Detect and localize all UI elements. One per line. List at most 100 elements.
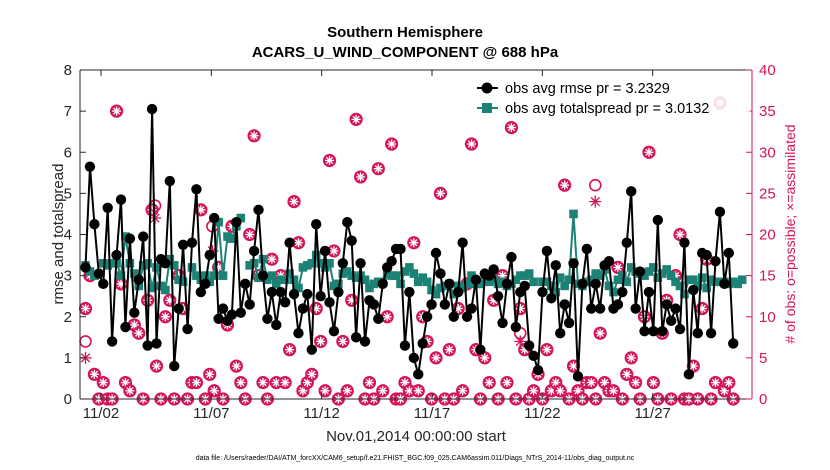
totalspread-point <box>693 281 703 291</box>
obs-point <box>256 375 270 390</box>
obs-point <box>314 334 328 349</box>
rmse-series <box>80 103 739 382</box>
rmse-point <box>426 299 437 310</box>
totalspread-point <box>538 277 547 287</box>
obs-point <box>385 137 399 151</box>
rmse-point <box>519 280 530 292</box>
x-tick-label: 11/17 <box>414 405 450 422</box>
obs-assimilated-marker <box>285 346 294 354</box>
totalspread-point <box>436 283 445 293</box>
obs-assimilated-marker <box>210 387 218 395</box>
obs-assimilated-marker <box>623 370 631 378</box>
rmse-point <box>550 260 561 271</box>
rmse-point <box>248 245 260 257</box>
rmse-point <box>240 278 251 290</box>
totalspread-point <box>103 261 112 270</box>
obs-assimilated-marker <box>90 370 99 378</box>
totalspread-point <box>223 232 232 241</box>
rmse-point <box>302 288 313 300</box>
totalspread-point <box>218 271 228 280</box>
obs-point <box>362 375 377 390</box>
y-tick-label-right: 35 <box>759 103 776 120</box>
obs-assimilated-marker <box>365 378 374 387</box>
rmse-point <box>430 247 442 259</box>
obs-point <box>708 375 723 390</box>
obs-assimilated-marker <box>561 181 569 189</box>
rmse-point <box>683 369 695 380</box>
totalspread-point <box>342 267 352 276</box>
totalspread-point <box>187 263 197 272</box>
obs-point <box>123 384 137 398</box>
rmse-point <box>160 258 171 269</box>
rmse-point <box>488 264 499 275</box>
totalspread-point <box>325 258 334 268</box>
rmse-point <box>89 219 100 230</box>
rmse-point <box>111 249 122 261</box>
rmse-point <box>421 311 433 322</box>
rmse-point <box>661 299 672 310</box>
rmse-point <box>275 286 286 298</box>
totalspread-point <box>365 283 374 293</box>
rmse-point <box>568 258 579 269</box>
totalspread-point <box>285 269 294 278</box>
rmse-point <box>368 299 380 310</box>
obs-assimilated-marker <box>246 230 254 239</box>
rmse-point <box>306 344 317 355</box>
obs-point <box>203 367 217 381</box>
obs-point <box>642 145 656 159</box>
rmse-point <box>665 315 677 327</box>
obs-assimilated-marker <box>698 304 706 313</box>
totalspread-point <box>427 285 436 295</box>
totalspread-point <box>706 275 716 285</box>
legend-box <box>470 76 750 120</box>
obs-assimilated-marker <box>268 255 276 263</box>
rmse-point <box>319 245 331 257</box>
totalspread-point <box>529 277 538 287</box>
obs-point <box>629 375 643 390</box>
obs-point <box>593 326 607 340</box>
rmse-point <box>333 286 344 298</box>
obs-point <box>309 301 323 316</box>
totalspread-point <box>396 279 405 289</box>
totalspread-point <box>524 269 534 278</box>
totalspread-point <box>418 273 427 282</box>
totalspread-point <box>657 269 667 278</box>
rmse-point <box>324 297 335 308</box>
rmse-point <box>417 338 428 349</box>
data-file-footer: data file: /Users/raeder/DAI/ATM_forcXX/… <box>196 455 635 462</box>
totalspread-point <box>165 254 175 264</box>
obs-assimilated-marker <box>689 362 697 370</box>
totalspread-point <box>214 217 223 227</box>
obs-point <box>584 375 598 390</box>
rmse-point <box>457 237 468 248</box>
obs-point <box>87 367 101 381</box>
rmse-point <box>723 247 735 259</box>
totalspread-point <box>138 261 148 270</box>
rmse-point <box>182 323 193 335</box>
obs-assimilated-marker <box>325 156 334 165</box>
totalspread-point <box>618 271 627 280</box>
totalspread-point <box>622 277 632 287</box>
totalspread-point <box>276 275 286 285</box>
x-tick-label: 11/12 <box>303 405 339 422</box>
legend-rmse-label: obs avg rmse pr = 3.2329 <box>505 81 670 97</box>
totalspread-point <box>267 271 277 280</box>
rmse-point <box>106 336 118 347</box>
totalspread-point <box>609 287 618 297</box>
totalspread-point <box>591 269 601 278</box>
totalspread-point <box>595 271 605 280</box>
totalspread-point <box>689 275 698 285</box>
totalspread-point <box>569 209 578 219</box>
y-tick-label-right: 10 <box>759 309 776 326</box>
y-axis-label-right: # of obs: o=possible; ×=assimilated <box>782 124 798 343</box>
y-axis-label-left: rmse and totalspread <box>50 164 67 305</box>
rmse-point <box>355 258 366 269</box>
y-tick-label-right: 40 <box>759 62 776 79</box>
totalspread-point <box>201 271 210 280</box>
rmse-point <box>648 325 659 337</box>
rmse-point <box>541 245 553 257</box>
obs-assimilated-marker <box>467 140 476 148</box>
y-tick-label-right: 20 <box>759 227 776 244</box>
rmse-point <box>448 311 459 322</box>
obs-assimilated-star <box>515 336 525 347</box>
